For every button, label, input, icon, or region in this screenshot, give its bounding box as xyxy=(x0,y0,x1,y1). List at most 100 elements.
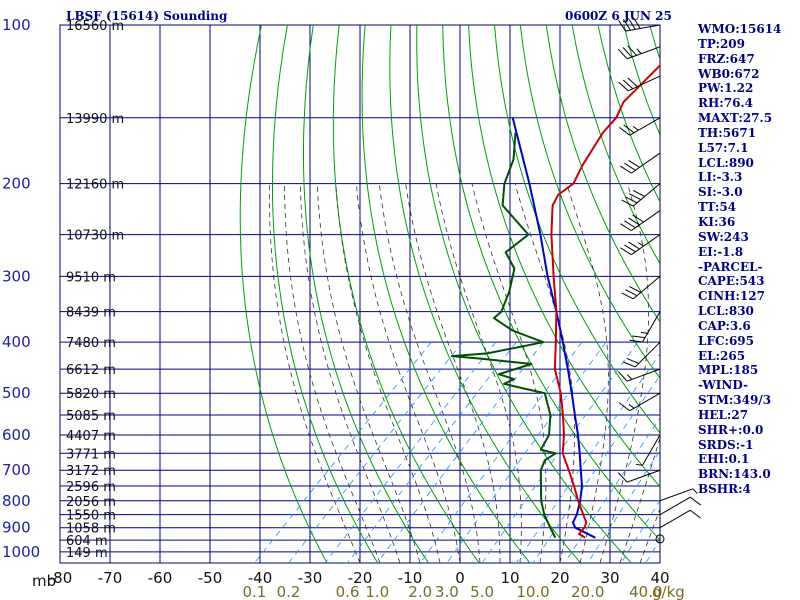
height-label: 13990 m xyxy=(66,112,124,127)
mixing-ratio-line xyxy=(620,499,660,563)
wind-barb xyxy=(620,210,661,232)
chart-time: 0600Z 6 JUN 25 xyxy=(565,9,672,23)
dry-adiabat xyxy=(239,25,328,563)
height-label: 604 m xyxy=(66,534,108,549)
index-item: CAP:3.6 xyxy=(698,318,751,333)
mixing-ratio-tick-label: 0.6 xyxy=(336,583,360,600)
mixing-ratio-tick-label: 10.0 xyxy=(516,583,549,600)
dry-adiabat xyxy=(519,25,660,379)
mixing-ratio-line xyxy=(324,341,497,563)
mixing-ratio-tick-label: 0.1 xyxy=(243,583,267,600)
mixing-ratio-tick-label: 40.0 xyxy=(629,583,662,600)
wind-barb xyxy=(655,534,665,544)
index-item: LCL:890 xyxy=(698,155,754,170)
height-label: 3771 m xyxy=(66,447,116,462)
height-label: 3172 m xyxy=(66,464,116,479)
moist-adiabat xyxy=(335,183,441,563)
dry-adiabat xyxy=(442,25,660,541)
grid-layer xyxy=(59,24,661,564)
temperature-tick-label: 30 xyxy=(600,569,619,587)
temperature-tick-label: -40 xyxy=(248,569,273,587)
wind-barb xyxy=(617,45,661,60)
height-label: 1058 m xyxy=(66,522,116,537)
height-label: 7480 m xyxy=(66,336,116,351)
height-label: 16560 m xyxy=(66,19,124,34)
height-label: 1550 m xyxy=(66,509,116,524)
wind-barb xyxy=(620,152,661,174)
adiabat-layer xyxy=(239,25,800,563)
mixing-ratio-unit-label: g/kg xyxy=(652,583,685,600)
index-item: MAXT:27.5 xyxy=(698,111,773,126)
wind-barb xyxy=(620,234,661,256)
index-item: KI:36 xyxy=(698,214,736,229)
mixing-ratio-line xyxy=(446,341,607,563)
wind-barb xyxy=(618,17,661,32)
indices-panel: WMO:15614 TP:209 FRZ:647 WB0:672 PW:1.22 RH:7… xyxy=(698,22,781,497)
height-label: 12160 m xyxy=(66,178,124,193)
pressure-tick-label: 100 xyxy=(2,16,31,34)
index-item: EHI:0.1 xyxy=(698,452,750,467)
height-label: 5085 m xyxy=(66,409,116,424)
moist-adiabat xyxy=(316,183,421,563)
wind-barb xyxy=(619,392,661,412)
index-item: -WIND- xyxy=(698,378,748,393)
wind-barb xyxy=(617,368,661,382)
index-item: HEL:27 xyxy=(698,407,749,422)
index-item: WB0:672 xyxy=(698,66,760,81)
pressure-tick-label: 700 xyxy=(2,461,31,479)
moist-adiabat xyxy=(378,183,481,563)
temperature-line xyxy=(550,63,660,539)
temperature-tick-label: 20 xyxy=(550,569,569,587)
index-item: TT:54 xyxy=(698,200,737,215)
temperature-tick-label: 40 xyxy=(650,569,669,587)
temperature-tick-label: -70 xyxy=(98,569,123,587)
mixing-ratio-line xyxy=(347,341,517,563)
index-item: BRN:143.0 xyxy=(698,467,771,482)
dry-adiabat xyxy=(272,25,379,563)
height-label: 2596 m xyxy=(66,480,116,495)
pressure-tick-label: 200 xyxy=(2,175,31,193)
mixing-ratio-line xyxy=(376,341,544,563)
dry-adiabat xyxy=(361,25,531,563)
temperature-tick-label: -50 xyxy=(198,569,223,587)
moist-adiabat xyxy=(355,183,461,563)
height-label: 10730 m xyxy=(66,229,124,244)
wind-barb xyxy=(621,275,661,300)
mixing-ratio-tick-label: 1.0 xyxy=(365,583,389,600)
index-item: TP:209 xyxy=(698,36,746,51)
index-item: -PARCEL- xyxy=(698,259,763,274)
height-label: 5820 m xyxy=(66,387,116,402)
index-item: LCL:830 xyxy=(698,304,754,319)
wind-barb xyxy=(618,75,661,92)
wind-barb xyxy=(621,183,661,207)
moist-adiabat xyxy=(269,183,361,563)
parcel-trace-line xyxy=(511,117,596,539)
height-label: 8439 m xyxy=(66,306,116,321)
dry-adiabat xyxy=(779,25,800,563)
wind-barb xyxy=(659,509,701,529)
index-item: RH:76.4 xyxy=(698,96,753,111)
moist-adiabat xyxy=(435,183,522,563)
mixing-ratio-line xyxy=(564,417,660,563)
mixing-ratio-line xyxy=(515,353,660,563)
pressure-tick-label: 500 xyxy=(2,384,31,402)
height-label: 9510 m xyxy=(66,270,116,285)
index-item: EL:265 xyxy=(698,348,746,363)
index-item: EI:-1.8 xyxy=(698,244,744,259)
pressure-tick-label: 600 xyxy=(2,426,31,444)
profile-layer xyxy=(450,63,660,539)
index-item: STM:349/3 xyxy=(698,393,772,408)
moist-adiabat xyxy=(284,183,381,563)
index-item: L57:7.1 xyxy=(698,140,749,155)
dry-adiabat xyxy=(416,25,632,563)
temperature-tick-label: -20 xyxy=(348,569,373,587)
index-item: SHR+:0.0 xyxy=(698,422,764,437)
wind-barb xyxy=(659,496,701,516)
moist-adiabat xyxy=(619,436,660,563)
mixing-ratio-line xyxy=(587,449,660,563)
index-item: LFC:695 xyxy=(698,333,754,348)
temperature-tick-label: 10 xyxy=(500,569,519,587)
temperature-tick-label: -60 xyxy=(148,569,173,587)
chart-title: LBSF (15614) Sounding xyxy=(66,9,228,23)
